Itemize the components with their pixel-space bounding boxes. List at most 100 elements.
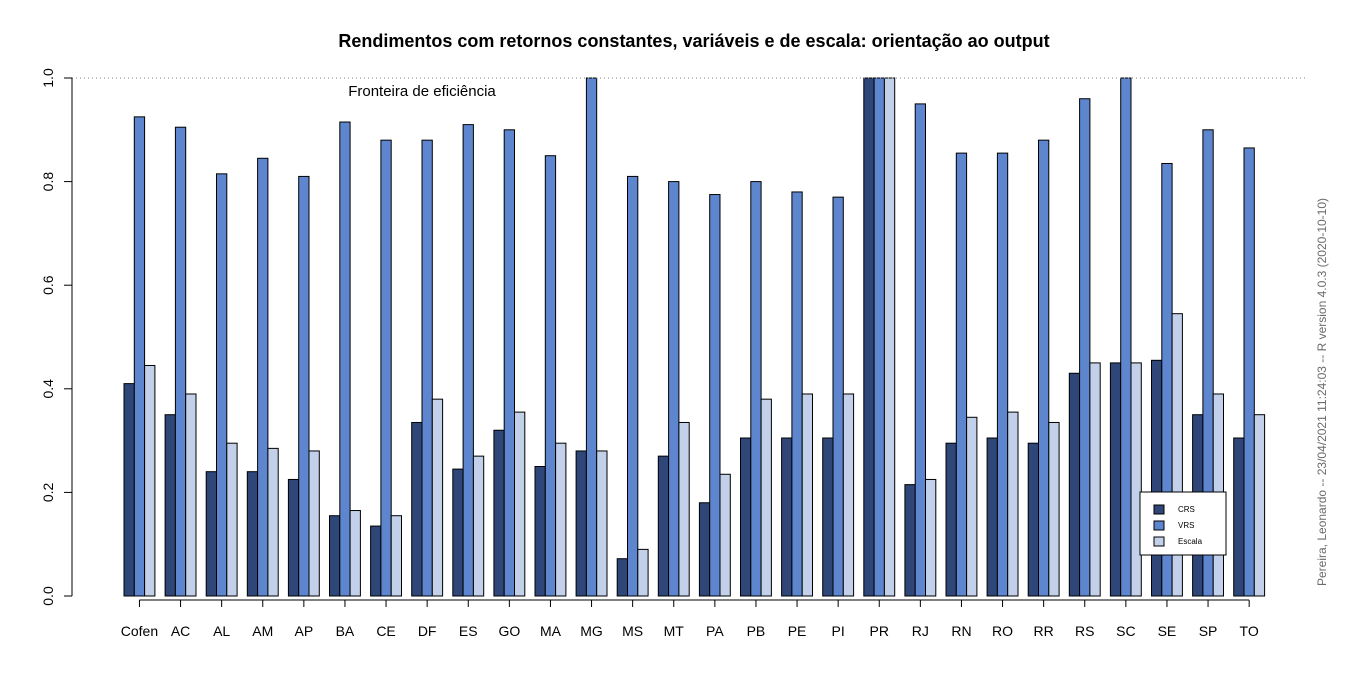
bar-escala-cofen [144,364,156,597]
chart-title: Rendimentos com retornos constantes, var… [338,31,1049,51]
bar-vrs-ro [996,152,1009,597]
bar-vrs-pr [873,77,885,597]
x-tick-label-ba: BA [336,623,355,639]
bar-crs-mg [575,450,587,597]
bar-escala-es [472,455,485,597]
bar-crs-rr [1027,442,1039,597]
bar-crs-ba [329,515,341,597]
y-axis: 0.0 0.2 0.4 0.6 0.8 1.0 [40,68,73,606]
x-tick-label-pr: PR [870,623,889,639]
x-tick-label-ac: AC [171,623,190,639]
legend-label-crs: CRS [1178,505,1195,514]
bar-crs-ma [534,466,546,597]
bar-vrs-ma [544,155,557,597]
bar-crs-ce [370,525,382,597]
bar-escala-pi [842,393,855,597]
bar-vrs-sc [1120,77,1132,597]
bar-escala-am [267,447,279,597]
x-tick-label-se: SE [1158,623,1177,639]
legend-label-escala: Escala [1178,537,1203,546]
y-tick-label: 0.2 [40,482,56,502]
legend-swatch-vrs [1153,520,1165,531]
x-tick-label-pb: PB [747,623,766,639]
x-tick-label-rs: RS [1075,623,1094,639]
bar-escala-sc [1130,362,1142,597]
bar-crs-se [1151,359,1163,597]
bar-vrs-rj [914,103,927,597]
y-tick-label: 0.8 [40,172,56,192]
x-tick-label-rj: RJ [912,623,929,639]
x-tick-label-ce: CE [376,623,395,639]
bar-crs-pe [781,437,793,597]
y-tick-label: 0.6 [40,275,56,295]
x-tick-label-ro: RO [992,623,1013,639]
bar-vrs-ba [339,121,351,597]
bar-escala-mt [678,421,690,597]
y-tick-label: 0.0 [40,586,56,606]
bar-crs-ap [287,478,300,597]
bar-escala-pb [760,398,772,597]
x-tick-label-cofen: Cofen [121,623,158,639]
bar-escala-ro [1007,411,1019,597]
bar-escala-to [1253,414,1266,597]
bar-crs-mt [657,455,670,597]
bar-escala-pr [883,77,896,597]
x-tick-label-am: AM [252,623,273,639]
bar-escala-ma [555,442,567,597]
bar-vrs-es [462,124,474,597]
legend-swatch-crs [1153,504,1165,515]
bar-escala-al [226,442,238,597]
y-tick-label: 0.4 [40,379,56,399]
x-tick-label-pa: PA [706,623,724,639]
x-tick-label-sc: SC [1116,623,1135,639]
bar-crs-cofen [123,383,135,597]
bar-vrs-pe [791,191,803,597]
bar-vrs-rn [955,152,968,597]
bar-vrs-am [257,157,269,597]
bar-crs-df [411,421,423,597]
bar-crs-ac [164,414,176,597]
bar-crs-pr [863,77,875,597]
bar-vrs-pa [709,194,721,597]
bar-crs-go [493,429,505,597]
x-tick-label-ms: MS [622,623,643,639]
bar-vrs-ms [627,175,639,597]
bar-crs-to [1233,437,1245,597]
bar-escala-pa [719,473,731,597]
x-tick-label-sp: SP [1199,623,1218,639]
bar-escala-rr [1048,421,1060,597]
bar-escala-se [1171,313,1183,597]
bar-crs-al [205,471,217,597]
bar-vrs-rr [1038,139,1050,597]
bar-vrs-pi [832,196,844,597]
legend-swatch-escala [1153,536,1165,547]
bar-escala-ac [185,393,197,597]
bar-vrs-cofen [133,116,146,597]
bar-crs-pa [698,502,711,597]
bars-group [123,77,1266,597]
x-tick-label-pi: PI [832,623,845,639]
x-tick-label-es: ES [459,623,478,639]
bar-vrs-go [503,129,516,597]
x-tick-label-to: TO [1240,623,1259,639]
bar-vrs-pb [750,181,762,597]
credit-note: Pereira, Leonardo -- 23/04/2021 11:24:03… [1315,198,1329,586]
bar-crs-rs [1068,372,1081,597]
bar-escala-ba [349,510,361,597]
bar-vrs-al [216,173,228,597]
bar-crs-rn [945,442,957,597]
bar-escala-go [514,411,526,597]
bar-crs-pi [822,437,834,597]
bar-vrs-sp [1202,129,1214,597]
bar-escala-mg [596,450,608,597]
bar-vrs-ap [298,175,310,597]
bar-escala-pe [801,393,814,597]
bar-escala-rn [966,416,978,597]
x-tick-label-ma: MA [540,623,562,639]
x-tick-label-al: AL [213,623,230,639]
x-tick-label-pe: PE [788,623,807,639]
bar-vrs-ce [380,139,392,597]
bar-vrs-df [421,139,433,597]
frontier-label: Fronteira de eficiência [348,83,496,100]
